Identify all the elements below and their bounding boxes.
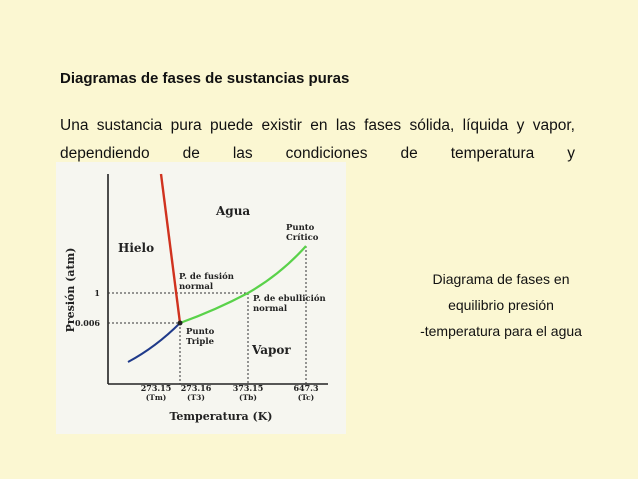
critical-point-label-1: Punto	[286, 223, 315, 233]
y-tick-1: 1	[94, 288, 100, 298]
x-tick-tm-sub: (Tm)	[146, 393, 167, 402]
vaporization-curve	[179, 245, 307, 325]
x-tick-tm: 273.15	[141, 383, 172, 393]
fusion-point-label-1: P. de fusión	[179, 271, 234, 282]
triple-point-marker	[177, 320, 183, 326]
x-axis-label: Temperatura (K)	[170, 410, 273, 423]
boiling-point-label-2: normal	[253, 304, 288, 314]
x-tick-tc-sub: (Tc)	[298, 393, 314, 402]
region-vapor: Vapor	[251, 343, 291, 357]
diagram-caption: Diagrama de fases en equilibrio presión …	[396, 266, 606, 344]
caption-line-1: Diagrama de fases en	[432, 271, 570, 287]
caption-line-2: equilibrio presión	[448, 297, 554, 313]
fusion-curve	[159, 173, 182, 324]
triple-point-label-1: Punto	[186, 327, 215, 337]
x-tick-tb: 373.15	[233, 383, 264, 393]
x-tick-t3-sub: (T3)	[187, 393, 205, 402]
y-axis-label: Presión (atm)	[64, 248, 77, 333]
phase-diagram: Presión (atm) 1 0.006 273.15 (Tm) 273.16…	[56, 162, 346, 434]
critical-point-label-2: Crítico	[286, 232, 319, 243]
y-tick-0006: 0.006	[75, 318, 100, 328]
guide-lines	[108, 246, 307, 384]
region-agua: Agua	[215, 204, 250, 218]
fusion-point-label-2: normal	[179, 282, 214, 292]
caption-line-3: -temperatura para el agua	[420, 323, 582, 339]
boiling-point-label-1: P. de ebullición	[253, 293, 326, 304]
triple-point-label-2: Triple	[186, 337, 215, 347]
slide-title: Diagramas de fases de sustancias puras	[60, 70, 350, 87]
region-hielo: Hielo	[118, 241, 154, 255]
x-tick-t3: 273.16	[181, 383, 212, 393]
intro-paragraph: Una sustancia pura puede existir en las …	[60, 117, 575, 162]
x-tick-tb-sub: (Tb)	[239, 393, 257, 402]
x-tick-tc: 647.3	[293, 383, 318, 393]
sublimation-curve	[127, 322, 181, 363]
